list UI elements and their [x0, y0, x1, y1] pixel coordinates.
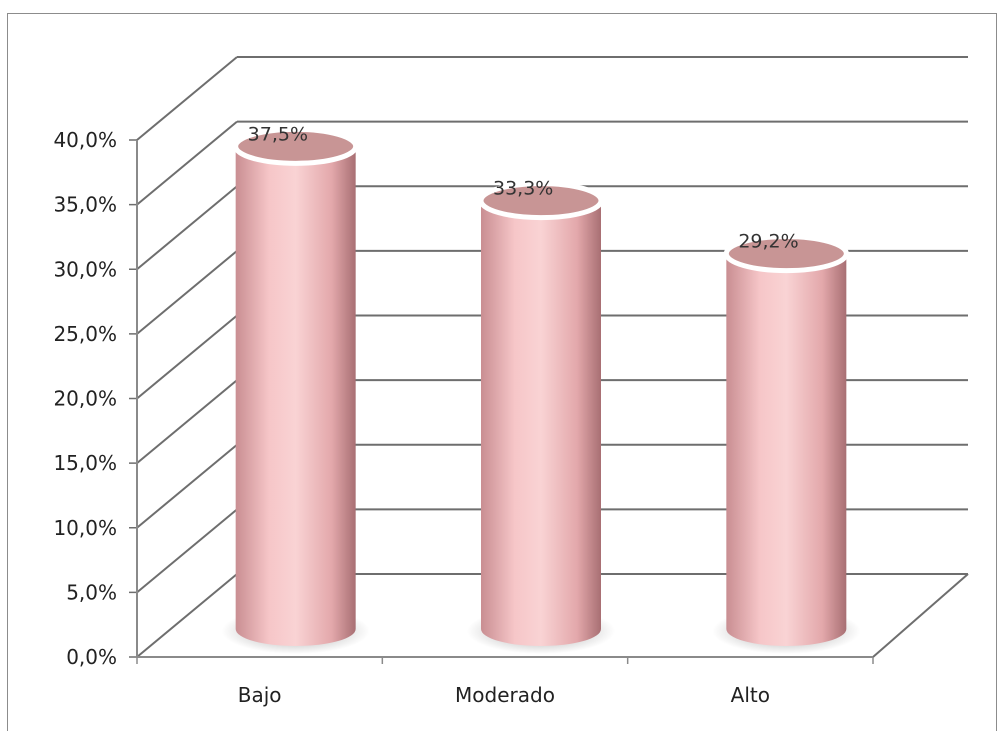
- bar-alto: [712, 234, 861, 654]
- side-wall-gridline: [136, 314, 238, 400]
- data-label: 37,5%: [248, 123, 308, 145]
- bar-body: [726, 253, 847, 646]
- y-tick-label: 30,0%: [53, 257, 117, 281]
- bar-body: [235, 146, 356, 646]
- side-wall-gridline: [136, 250, 238, 335]
- y-tick-label: 20,0%: [53, 387, 117, 411]
- y-tick-label: 10,0%: [53, 516, 117, 540]
- y-tick-label: 40,0%: [53, 128, 117, 152]
- category-label: Alto: [731, 683, 770, 707]
- side-wall-gridline: [136, 185, 238, 271]
- category-label: Moderado: [455, 683, 555, 707]
- bar-bajo: [221, 126, 370, 654]
- bar-top: [723, 234, 849, 274]
- side-wall-gridline: [136, 443, 238, 529]
- bar-top: [478, 181, 604, 221]
- side-wall-gridline: [136, 573, 238, 658]
- data-label: 29,2%: [738, 231, 798, 253]
- y-tick-label: 15,0%: [53, 451, 117, 475]
- side-wall-gridline: [136, 508, 238, 594]
- bar-body: [481, 200, 601, 646]
- labels-group: 0,0% 5,0% 10,0% 15,0% 20,0% 25,0% 30,0% 35,0% 40…: [53, 123, 798, 707]
- bar-top: [233, 126, 359, 166]
- side-wall-gridline: [136, 120, 238, 206]
- y-tick-label: 5,0%: [66, 580, 117, 604]
- side-wall-gridline: [136, 56, 238, 141]
- side-wall-gridline: [136, 379, 238, 464]
- y-tick-label: 35,0%: [53, 193, 117, 217]
- data-label: 33,3%: [493, 178, 553, 200]
- floor-edge: [872, 573, 969, 658]
- y-tick-label: 0,0%: [66, 645, 117, 669]
- y-tick-label: 25,0%: [53, 322, 117, 346]
- bar-moderado: [467, 181, 615, 654]
- bars-group: [221, 126, 861, 654]
- category-label: Bajo: [238, 683, 282, 707]
